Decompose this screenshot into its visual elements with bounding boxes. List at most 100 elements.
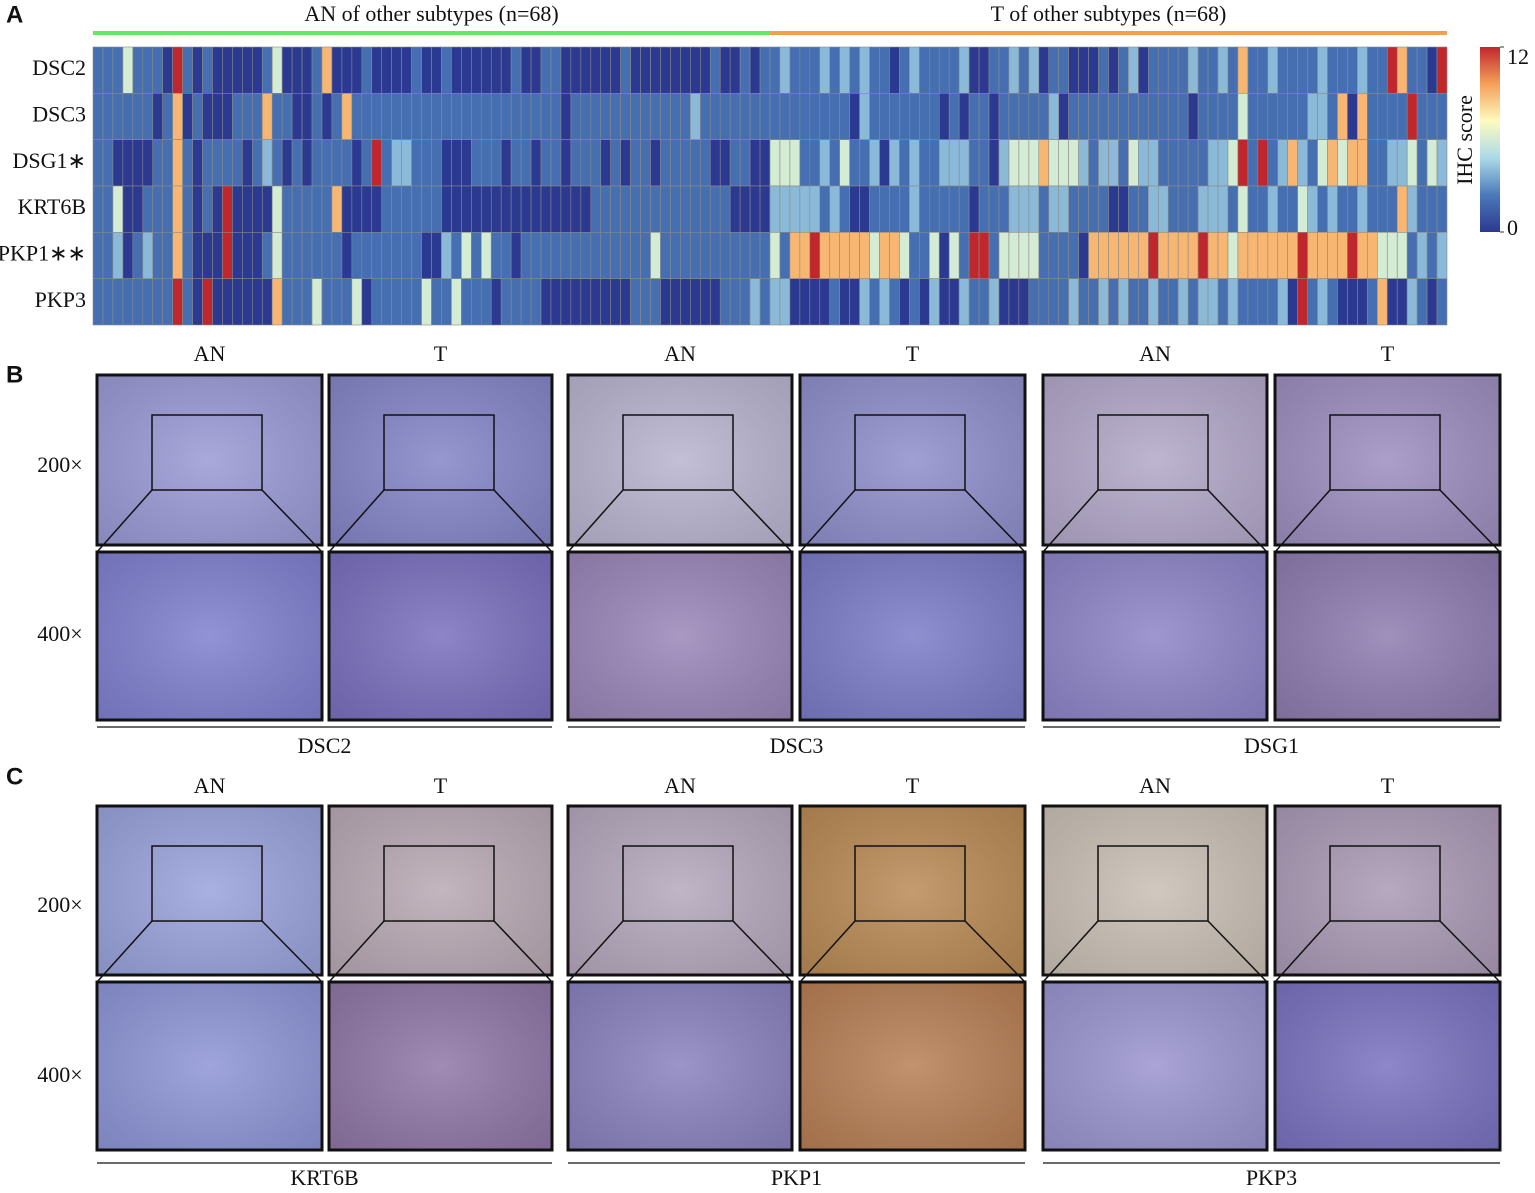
heatmap-cell	[411, 93, 422, 140]
heatmap-cell	[1038, 139, 1050, 187]
zoom-line	[964, 489, 1026, 553]
heatmap-cell	[1436, 185, 1448, 233]
heatmap-cell	[849, 46, 860, 94]
heatmap-cell	[480, 185, 492, 233]
heatmap-cell	[182, 139, 193, 187]
heatmap-cell	[799, 139, 811, 187]
heatmap-cell	[988, 139, 1000, 187]
heatmap-cell	[739, 278, 751, 326]
heatmap-cell	[431, 46, 442, 94]
heatmap-cell	[680, 139, 691, 187]
heatmap-cell	[1058, 232, 1069, 279]
heatmap-cell	[650, 185, 661, 233]
heatmap-cell	[341, 139, 353, 187]
heatmap-cell	[1157, 278, 1169, 326]
heatmap-cell	[998, 93, 1010, 140]
heatmap-cell	[371, 185, 383, 233]
heatmap-cell	[1337, 185, 1348, 233]
heatmap-cell	[212, 93, 223, 140]
heatmap-cell	[550, 232, 562, 279]
gene-label: DSC2	[298, 733, 352, 758]
heatmap-cell	[749, 185, 761, 233]
heatmap-cell	[1048, 139, 1060, 187]
zoom-line	[1439, 489, 1501, 553]
heatmap-cell	[799, 232, 811, 279]
heatmap-cell	[461, 93, 472, 140]
heatmap-cell	[381, 139, 392, 187]
row-label: DSG1∗	[13, 148, 86, 173]
heatmap-cell	[1217, 185, 1229, 233]
micrograph-shade	[95, 804, 324, 977]
heatmap-cell	[281, 139, 293, 187]
heatmap-cell	[580, 232, 592, 279]
heatmap-cell	[789, 139, 801, 187]
column-header: T	[906, 773, 920, 798]
heatmap-cell	[560, 185, 572, 233]
heatmap-cell	[1008, 232, 1020, 279]
heatmap-cell	[819, 46, 831, 94]
heatmap-cell	[222, 139, 233, 187]
heatmap-cell	[1138, 185, 1149, 233]
micrograph-shade	[566, 804, 794, 977]
heatmap-cell	[1287, 278, 1298, 326]
heatmap-cell	[919, 139, 930, 187]
heatmap-cell	[769, 232, 781, 279]
heatmap-cell	[530, 278, 542, 326]
micrograph-shade	[1041, 373, 1269, 547]
heatmap-cell	[1128, 93, 1139, 140]
heatmap-cell	[112, 93, 124, 140]
heatmap-cell	[1148, 232, 1159, 279]
heatmap-cell	[1426, 93, 1438, 140]
heatmap-cell	[1317, 185, 1328, 233]
heatmap-cell	[709, 139, 721, 187]
zoom-line	[1207, 489, 1268, 553]
heatmap-cell	[1157, 232, 1169, 279]
heatmap-cell	[1098, 139, 1109, 187]
heatmap-cell	[719, 46, 731, 94]
heatmap-cell	[112, 232, 124, 279]
heatmap-cell	[839, 278, 850, 326]
heatmap-cell	[1307, 232, 1318, 279]
heatmap-cell	[1108, 185, 1119, 233]
column-header: AN	[1139, 773, 1171, 798]
heatmap-cell	[749, 232, 761, 279]
heatmap-cell	[212, 185, 223, 233]
heatmap-cell	[202, 139, 213, 187]
heatmap-cell	[222, 232, 233, 279]
heatmap-cell	[1118, 139, 1129, 187]
heatmap-cell	[92, 46, 104, 94]
heatmap-cell	[1108, 46, 1119, 94]
heatmap-cell	[650, 46, 661, 94]
heatmap-cell	[660, 278, 671, 326]
column-header: T	[434, 341, 448, 366]
heatmap-cell	[1317, 278, 1328, 326]
heatmap-cell	[281, 278, 293, 326]
heatmap-cell	[680, 278, 691, 326]
heatmap-cell	[620, 278, 631, 326]
heatmap-cell	[739, 139, 751, 187]
heatmap-cell	[1187, 278, 1199, 326]
heatmap-cell	[540, 46, 552, 94]
row-label: DSC2	[32, 55, 86, 80]
zoom-line	[261, 920, 323, 983]
heatmap-cell	[789, 232, 801, 279]
heatmap-cell	[1128, 139, 1139, 187]
heatmap-cell	[520, 93, 532, 140]
heatmap-cell	[411, 139, 422, 187]
heatmap-cell	[899, 185, 910, 233]
heatmap-cell	[550, 139, 562, 187]
heatmap-cell	[680, 93, 691, 140]
heatmap-cell	[1078, 232, 1089, 279]
heatmap-cell	[311, 139, 323, 187]
heatmap-cell	[1327, 232, 1338, 279]
heatmap-cell	[182, 232, 193, 279]
heatmap-cell	[1416, 232, 1428, 279]
heatmap-cell	[958, 185, 970, 233]
heatmap-cell	[371, 93, 383, 140]
heatmap-cell	[600, 139, 612, 187]
micrograph-shade	[95, 550, 324, 722]
heatmap-cell	[351, 232, 363, 279]
heatmap-cell	[1377, 185, 1388, 233]
heatmap-cell	[829, 185, 840, 233]
heatmap-cell	[251, 46, 263, 94]
